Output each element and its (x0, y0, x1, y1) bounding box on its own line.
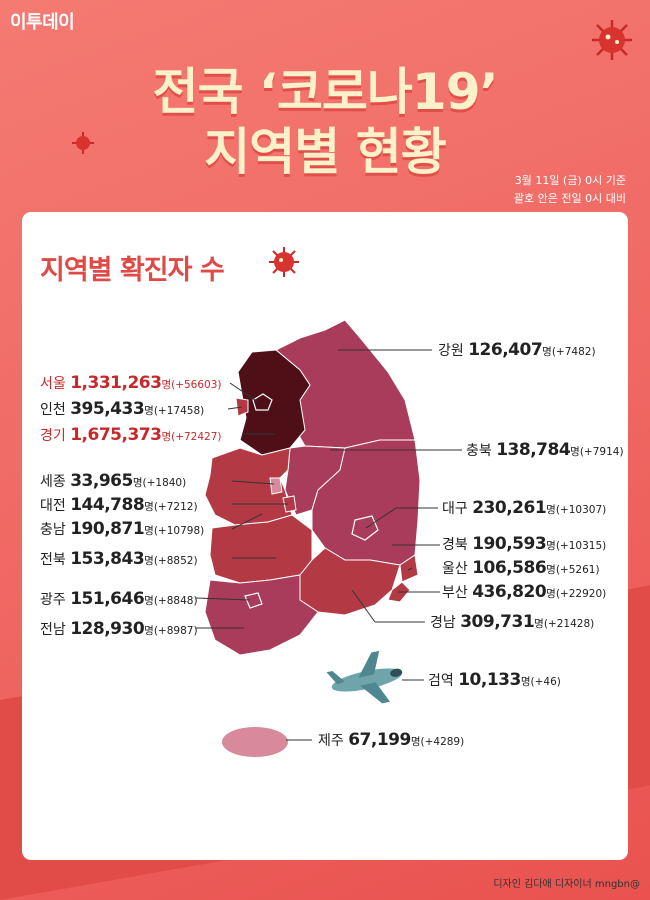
region-sejong (269, 477, 283, 495)
region-seoul (252, 393, 273, 411)
region-gwangju (244, 592, 263, 609)
credit: 디자인 김다애 디자이너 mngbn@ (493, 879, 640, 890)
region-daegu (351, 515, 379, 541)
label-jeonbuk: 전북 153,843명(+8852) (40, 549, 198, 569)
page-title: 전국 ‘코로나19’ (152, 63, 499, 121)
section-title: 지역별 확진자 수 (40, 255, 225, 286)
label-jeju: 제주 67,199명(+4289) (318, 730, 465, 750)
label-daegu: 대구 230,261명(+10307) (442, 498, 607, 518)
airplane-icon (326, 650, 403, 704)
standard-date: 3월 11일 (금) 0시 기준 (514, 174, 626, 187)
leader-sejong (231, 480, 275, 485)
label-gyeonggi: 경기 1,675,373명(+72427) (40, 425, 222, 445)
label-gangwon: 강원 126,407명(+7482) (438, 340, 596, 360)
label-gyeongnam: 경남 309,731명(+21428) (430, 612, 595, 632)
label-quarantine: 검역 10,133명(+46) (428, 670, 561, 690)
virus-icon (72, 132, 94, 154)
label-daejeon: 대전 144,788명(+7212) (40, 495, 198, 515)
label-ulsan: 울산 106,586명(+5261) (442, 558, 600, 578)
leader-incheon (227, 406, 243, 410)
region-jeonbuk (209, 514, 313, 584)
label-chungbuk: 충북 138,784명(+7914) (466, 440, 624, 460)
label-seoul: 서울 1,331,263명(+56603) (40, 373, 222, 393)
label-gwangju: 광주 151,646명(+8848) (40, 589, 198, 609)
region-jeju (222, 727, 288, 757)
label-gyeongbuk: 경북 190,593명(+10315) (442, 534, 607, 554)
virus-icon (592, 20, 632, 60)
logo: 이투데이 (10, 12, 75, 33)
region-jeonnam (204, 574, 319, 656)
leader-daegu (365, 507, 397, 529)
virus-icon (269, 247, 299, 277)
leader-ulsan (407, 567, 413, 571)
leader-chungnam (231, 513, 263, 530)
region-ulsan (399, 554, 419, 583)
page-subtitle: 지역별 현황 (204, 123, 446, 181)
leader-seoul (229, 382, 259, 403)
label-jeonnam: 전남 128,930명(+8987) (40, 619, 198, 639)
label-incheon: 인천 395,433명(+17458) (40, 399, 205, 419)
label-busan: 부산 436,820명(+22920) (442, 582, 607, 602)
leader-gyeongnam (351, 589, 376, 623)
comparison-note: 괄호 안은 전일 0시 대비 (513, 192, 626, 205)
label-sejong: 세종 33,965명(+1840) (40, 471, 187, 491)
leader-gwangju (195, 597, 251, 601)
region-daejeon (282, 495, 297, 513)
label-chungnam: 충남 190,871명(+10798) (40, 519, 205, 539)
